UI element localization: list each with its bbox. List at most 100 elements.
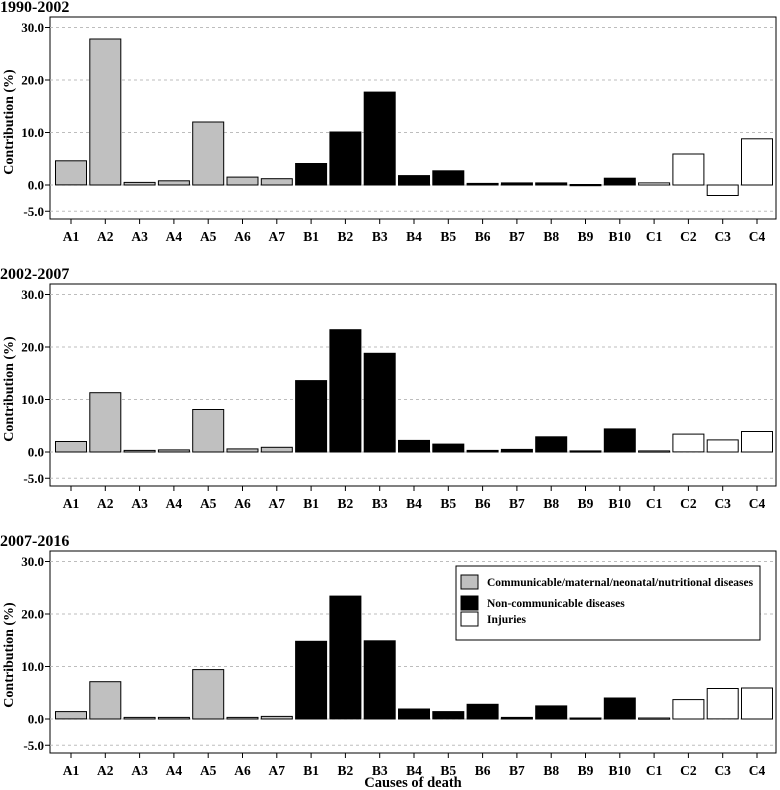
legend-swatch-communicable (460, 574, 479, 590)
bar-B7 (500, 448, 533, 453)
bar-C1 (638, 717, 671, 720)
bar-B2 (329, 131, 362, 186)
bar-A1 (55, 441, 87, 453)
bar-A2 (89, 38, 122, 186)
x-tick-label: C3 (714, 496, 731, 511)
bar-B5 (432, 170, 465, 186)
bar-A7 (260, 446, 293, 453)
y-tick-label: 30.0 (21, 287, 44, 302)
y-tick-label: 0.0 (28, 445, 44, 460)
bar-B8 (535, 436, 568, 453)
bar-A7 (260, 715, 293, 720)
y-axis-label: Contribution (%) (2, 602, 17, 708)
bar-B5 (432, 711, 465, 720)
bar-B4 (398, 439, 430, 453)
y-tick-label: 20.0 (21, 73, 44, 88)
bars (55, 329, 773, 453)
x-tick-label: A6 (234, 763, 251, 778)
y-tick-labels: 30.0 20.0 10.0 0.0 -5.0 (21, 287, 50, 486)
x-tick-label: B4 (406, 229, 422, 244)
bar-A5 (192, 121, 225, 186)
plot-frame (49, 283, 777, 487)
x-tick-label: B9 (578, 229, 594, 244)
x-tick-label: B6 (475, 496, 491, 511)
x-tick-label: A1 (63, 229, 80, 244)
y-tick-label: -5.0 (23, 738, 44, 753)
x-tick-label: A6 (234, 229, 251, 244)
bar-A6 (226, 176, 259, 186)
bar-B4 (398, 708, 430, 720)
bar-B3 (363, 640, 396, 720)
y-axis-label: Contribution (%) (2, 336, 17, 442)
x-tick-label: B5 (440, 496, 456, 511)
bar-B3 (363, 91, 396, 186)
x-tick-label: B4 (406, 496, 422, 511)
x-tick-label: B8 (543, 496, 559, 511)
x-tick-label: A6 (234, 496, 251, 511)
x-tick-label: A2 (97, 496, 114, 511)
x-tick-label: B6 (475, 763, 491, 778)
bar-B7 (500, 716, 533, 720)
x-tick-label: B9 (578, 496, 594, 511)
x-tick-label: B8 (543, 763, 559, 778)
x-tick-label: C4 (749, 496, 766, 511)
bars (55, 595, 773, 720)
y-tick-label: 20.0 (21, 340, 44, 355)
x-axis-label: Causes of death (364, 775, 461, 790)
bar-B7 (500, 182, 533, 186)
bar-C2 (672, 699, 705, 720)
x-tick-label: B1 (303, 229, 319, 244)
bar-A3 (123, 181, 156, 186)
x-tick-label: B2 (338, 763, 354, 778)
x-tick-label: B10 (609, 763, 632, 778)
x-tick-label: A4 (166, 496, 183, 511)
x-tick-label: A3 (131, 229, 148, 244)
bar-B10 (603, 428, 636, 453)
bar-C4 (741, 138, 773, 186)
bar-C2 (672, 153, 705, 186)
x-tick-label: A5 (200, 229, 217, 244)
x-tick-label: B4 (406, 763, 422, 778)
panel-title: 2007-2016 (0, 533, 69, 550)
x-tick-label: B5 (440, 763, 456, 778)
x-tick-label: A3 (131, 763, 148, 778)
y-tick-label: 0.0 (28, 712, 44, 727)
x-tick-label: C2 (680, 763, 697, 778)
bar-A3 (123, 449, 156, 453)
bar-A4 (157, 716, 190, 720)
x-tick-label: C3 (714, 763, 731, 778)
x-tick-label: B3 (372, 496, 388, 511)
y-tick-label: 0.0 (28, 178, 44, 193)
plot-frame (49, 550, 777, 754)
x-tick-label: B5 (440, 229, 456, 244)
bar-B5 (432, 443, 465, 453)
bar-B3 (363, 352, 396, 453)
bar-B9 (569, 717, 602, 720)
x-tick-label: A2 (97, 229, 114, 244)
panel-2002-2007: 2002-2007 Contribution (%) 30.0 20.0 10.0 0… (0, 266, 777, 511)
bar-A2 (89, 392, 122, 453)
x-tick-label: C2 (680, 229, 697, 244)
bar-B10 (603, 177, 636, 186)
y-tick-label: -5.0 (23, 204, 44, 219)
y-tick-label: 30.0 (21, 554, 44, 569)
y-axis-label: Contribution (%) (2, 69, 17, 175)
x-tick-label: B1 (303, 496, 319, 511)
bar-B1 (295, 163, 328, 186)
bar-B9 (569, 184, 602, 187)
y-tick-label: 10.0 (21, 392, 44, 407)
bar-C3 (706, 688, 739, 720)
bar-A4 (157, 180, 190, 186)
bar-B4 (398, 175, 430, 186)
bar-B9 (569, 450, 602, 453)
x-tick-label: B7 (509, 763, 525, 778)
bar-A2 (89, 681, 122, 720)
x-tick-label: B3 (372, 763, 388, 778)
bar-B10 (603, 697, 636, 720)
bar-A5 (192, 669, 225, 720)
x-tick-label: B1 (303, 763, 319, 778)
bar-B6 (466, 449, 499, 453)
x-tick-label: A1 (63, 496, 80, 511)
bar-C1 (638, 450, 671, 453)
